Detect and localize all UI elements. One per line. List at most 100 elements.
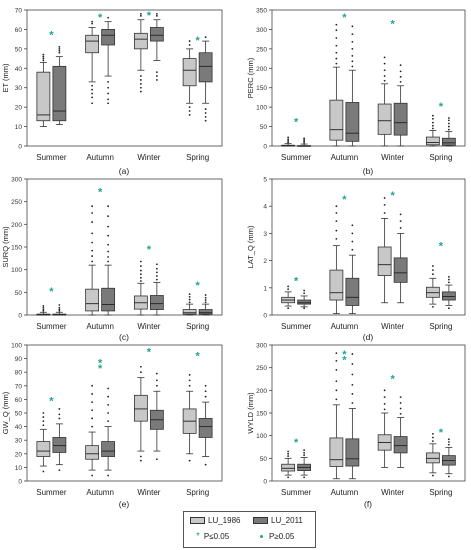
outlier-point bbox=[335, 398, 338, 401]
box-LU_2011-spring bbox=[441, 276, 456, 310]
outlier-point bbox=[139, 371, 142, 374]
box-LU_1986-autumn bbox=[329, 205, 344, 315]
y-tick-label: 3 bbox=[263, 231, 267, 238]
outlier-point bbox=[42, 55, 45, 58]
outlier-point bbox=[204, 115, 207, 118]
outlier-point bbox=[303, 289, 306, 292]
significance-marker: * bbox=[98, 186, 103, 198]
outlier-point bbox=[351, 33, 354, 35]
box-LU_1986-winter bbox=[377, 389, 392, 468]
outlier-point bbox=[42, 59, 45, 62]
outlier-point bbox=[155, 372, 158, 375]
outlier-point bbox=[139, 455, 142, 458]
box-iqr bbox=[377, 246, 392, 276]
x-tick-label: Spring bbox=[429, 488, 452, 497]
y-tick-label: 350 bbox=[256, 8, 267, 15]
panel-label: (f) bbox=[364, 499, 372, 509]
x-tick-label: Spring bbox=[186, 322, 209, 331]
outlier-point bbox=[431, 265, 434, 267]
box-iqr bbox=[182, 309, 197, 315]
outlier-point bbox=[58, 51, 61, 54]
y-tick-label: 100 bbox=[11, 343, 22, 350]
outlier-point bbox=[383, 75, 386, 77]
significance-dot-icon bbox=[260, 535, 263, 538]
box-LU_1986-winter bbox=[133, 12, 148, 93]
box-LU_2011-spring bbox=[441, 117, 456, 147]
box-LU_2011-winter bbox=[149, 372, 164, 461]
box-LU_1986-spring bbox=[182, 40, 197, 116]
plot-frame bbox=[26, 9, 223, 147]
outlier-point bbox=[58, 417, 61, 420]
outlier-point bbox=[303, 292, 306, 295]
outlier-point bbox=[139, 82, 142, 85]
significance-marker: * bbox=[342, 355, 347, 367]
box-LU_1986-summer bbox=[281, 450, 296, 479]
y-tick-label: 40 bbox=[15, 424, 23, 431]
box-LU_2011-autumn bbox=[345, 25, 360, 147]
outlier-point bbox=[188, 293, 191, 296]
y-tick-label: 200 bbox=[256, 66, 267, 73]
outlier-point bbox=[139, 269, 142, 272]
box-LU_2011-spring bbox=[441, 438, 456, 478]
box-LU_1986-winter bbox=[133, 365, 148, 462]
x-tick-label: Winter bbox=[137, 322, 160, 331]
box-LU_1986-autumn bbox=[329, 352, 344, 480]
box-iqr bbox=[425, 136, 440, 146]
y-tick-label: 300 bbox=[256, 27, 267, 34]
outlier-point bbox=[155, 271, 158, 274]
outlier-point bbox=[107, 16, 110, 19]
outlier-point bbox=[383, 62, 386, 65]
outlier-point bbox=[351, 224, 354, 227]
outlier-point bbox=[399, 396, 402, 399]
panel-label: (e) bbox=[119, 499, 130, 509]
outlier-point bbox=[155, 379, 158, 382]
significance-marker: * bbox=[342, 194, 347, 206]
box-LU_1986-spring bbox=[425, 265, 440, 308]
outlier-point bbox=[303, 138, 306, 141]
outlier-point bbox=[91, 96, 94, 99]
outlier-point bbox=[383, 56, 386, 59]
y-tick-label: 0 bbox=[18, 313, 22, 320]
outlier-point bbox=[351, 248, 354, 251]
outlier-point bbox=[431, 121, 434, 124]
outlier-point bbox=[91, 92, 94, 95]
y-tick-label: 300 bbox=[256, 343, 267, 350]
outlier-point bbox=[155, 275, 158, 277]
outlier-point bbox=[351, 60, 354, 63]
outlier-point bbox=[335, 205, 338, 208]
outlier-point bbox=[335, 29, 338, 32]
outlier-point bbox=[204, 299, 207, 301]
outlier-point bbox=[155, 384, 158, 387]
outlier-point bbox=[383, 69, 386, 72]
outlier-point bbox=[139, 260, 142, 263]
panel-d: 0 1 2 3 4 5 LAT_Q (mm) Summer Autumn Winter Spring… bbox=[246, 177, 466, 342]
box-iqr bbox=[393, 102, 408, 136]
panel-a: 0 10 20 30 40 50 60 70 ET (mm) Summer Autumn Winter… bbox=[1, 8, 223, 176]
panel-label: (a) bbox=[119, 166, 130, 176]
outlier-point bbox=[91, 401, 94, 404]
panel-b: 0 50 100 150 200 250 300 350 PERC (mm) Summer Autu… bbox=[246, 8, 466, 176]
outlier-point bbox=[91, 384, 94, 387]
outlier-point bbox=[107, 412, 110, 414]
significance-marker: * bbox=[439, 427, 444, 439]
box-iqr bbox=[85, 288, 100, 312]
x-tick-label: Winter bbox=[381, 488, 404, 497]
outlier-point bbox=[91, 212, 94, 214]
outlier-point bbox=[91, 249, 94, 252]
outlier-point bbox=[287, 141, 290, 144]
outlier-point bbox=[58, 413, 61, 416]
outlier-point bbox=[431, 305, 434, 308]
x-tick-label: Winter bbox=[137, 153, 160, 162]
significance-marker: * bbox=[342, 349, 347, 361]
y-tick-label: 0 bbox=[263, 479, 267, 486]
y-tick-label: 150 bbox=[256, 85, 267, 92]
x-tick-label: Winter bbox=[381, 322, 404, 331]
outlier-point bbox=[431, 474, 434, 477]
outlier-point bbox=[447, 125, 450, 128]
outlier-point bbox=[287, 136, 290, 139]
significance-star-icon: * bbox=[196, 530, 200, 542]
box-LU_1986-autumn bbox=[329, 23, 344, 147]
outlier-point bbox=[335, 389, 338, 392]
y-axis-label: LAT_Q (mm) bbox=[246, 225, 255, 268]
y-tick-label: 50 bbox=[15, 290, 23, 297]
